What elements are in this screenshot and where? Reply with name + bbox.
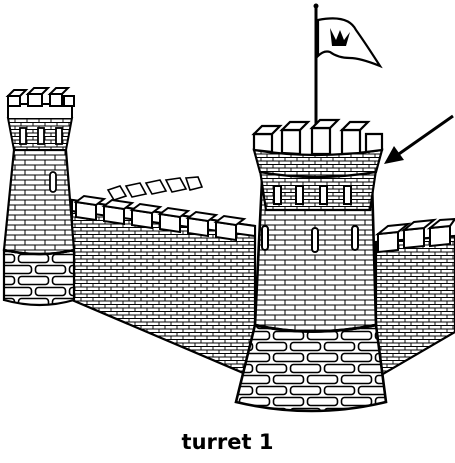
left-tower — [2, 87, 76, 307]
right-wall — [374, 217, 455, 380]
flag — [313, 3, 383, 124]
castle-illustration — [2, 3, 455, 413]
caption-label: turret 1 — [181, 430, 274, 454]
curtain-wall — [70, 176, 257, 380]
arrow-icon — [384, 114, 454, 164]
main-tower — [234, 118, 388, 413]
